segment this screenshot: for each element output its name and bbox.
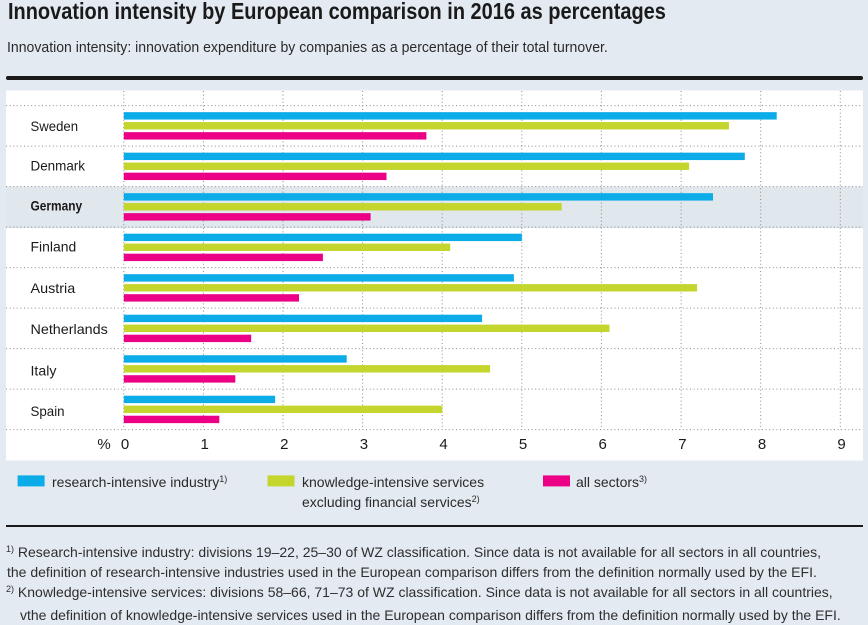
svg-text:Denmark: Denmark (31, 158, 86, 174)
svg-text:2: 2 (280, 436, 288, 453)
svg-text:1: 1 (201, 436, 209, 453)
svg-text:9: 9 (837, 436, 845, 453)
svg-text:Finland: Finland (31, 239, 77, 255)
svg-text:6: 6 (599, 436, 607, 453)
svg-text:%: % (97, 436, 110, 453)
svg-text:Germany: Germany (31, 198, 83, 214)
svg-text:Austria: Austria (31, 280, 76, 296)
svg-text:3: 3 (360, 436, 368, 453)
svg-text:Italy: Italy (31, 363, 57, 379)
svg-text:4: 4 (439, 436, 447, 453)
svg-text:Sweden: Sweden (31, 118, 79, 134)
svg-text:7: 7 (678, 436, 686, 453)
svg-text:0: 0 (121, 436, 129, 453)
svg-text:5: 5 (519, 436, 527, 453)
svg-text:Netherlands: Netherlands (31, 321, 108, 337)
svg-text:8: 8 (758, 436, 766, 453)
svg-text:Spain: Spain (31, 403, 65, 419)
